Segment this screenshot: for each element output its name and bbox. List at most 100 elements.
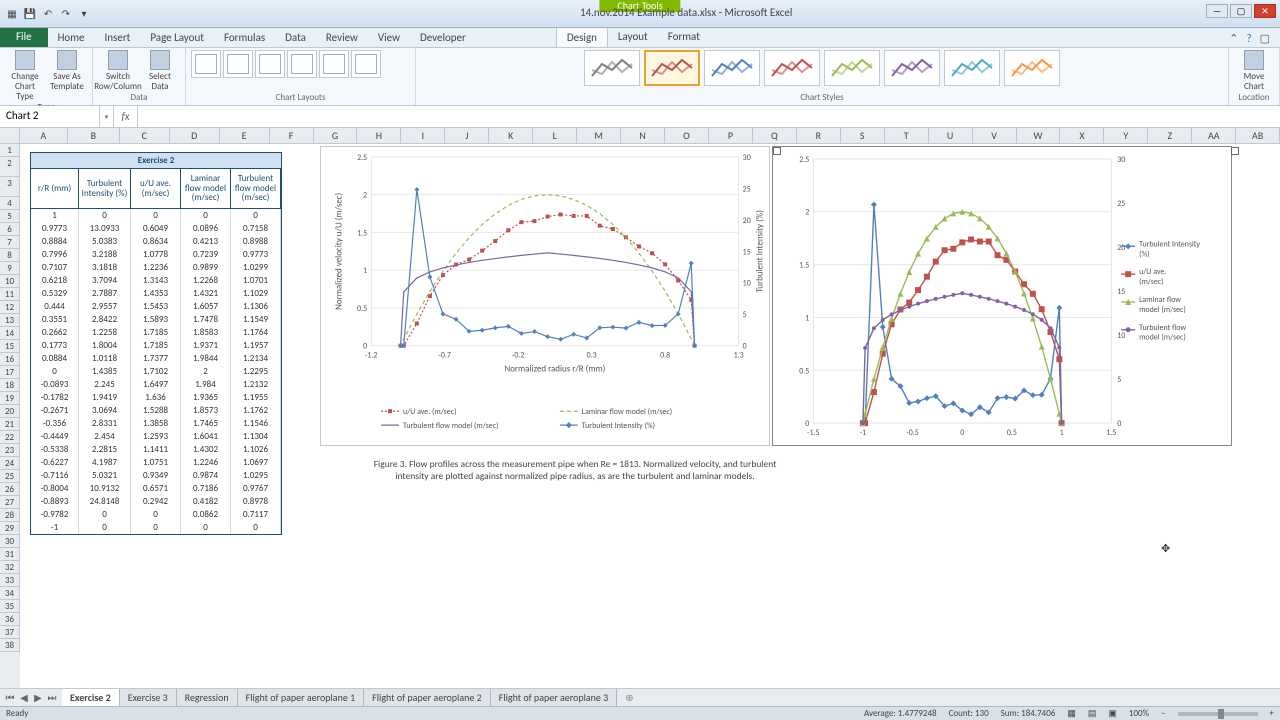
maximize-button[interactable]: ▢ [1230, 4, 1252, 18]
tab-review[interactable]: Review [316, 28, 368, 47]
type-btn-1[interactable]: Save AsTemplate [48, 50, 86, 102]
table-row: 10000 [31, 209, 281, 222]
svg-text:25: 25 [1117, 199, 1125, 209]
sheet-tab-1[interactable]: Exercise 3 [120, 689, 177, 706]
style-thumb-1[interactable] [644, 50, 700, 86]
table-row: -0.62274.19871.07511.22461.0697 [31, 456, 281, 469]
group-chart-layouts: Chart Layouts [186, 48, 416, 105]
style-thumb-2[interactable] [704, 50, 760, 86]
table-row: 0.977313.09330.60490.08960.7158 [31, 222, 281, 235]
sheet-nav-prev[interactable]: ◀ [18, 691, 30, 704]
type-btn-0[interactable]: ChangeChart Type [6, 50, 44, 102]
table-row: -0.71165.03210.93490.98741.0295 [31, 469, 281, 482]
layout-thumb-2[interactable] [255, 50, 285, 78]
data-btn-1[interactable]: SelectData [141, 50, 179, 92]
status-avg-l: Average: [864, 708, 896, 719]
style-thumb-0[interactable] [584, 50, 640, 86]
move-cursor-icon: ✥ [1161, 542, 1170, 555]
status-avg: 1.4779248 [898, 708, 937, 719]
tab-design[interactable]: Design [556, 27, 608, 47]
tab-formulas[interactable]: Formulas [214, 28, 275, 47]
data-btn-0[interactable]: SwitchRow/Column [99, 50, 137, 92]
sheet-tab-5[interactable]: Flight of paper aeroplane 3 [491, 689, 618, 706]
window-title: 14.nov.2014 Example data.xlsx - Microsof… [580, 6, 792, 19]
row-headers[interactable]: 1234567891011121314151617181920212223242… [0, 144, 20, 688]
tab-format[interactable]: Format [658, 27, 710, 47]
sheet-tab-0[interactable]: Exercise 2 [62, 689, 120, 706]
file-tab[interactable]: File [0, 27, 48, 47]
sheet-nav-last[interactable]: ⏭ [46, 691, 58, 704]
style-thumb-3[interactable] [764, 50, 820, 86]
chart-series[interactable]: -1.5-1-0.500.511.500.511.522.50510152025… [772, 146, 1232, 446]
tab-home[interactable]: Home [48, 28, 95, 47]
sheet-nav-first[interactable]: ⏮ [4, 691, 16, 704]
sheet-tab-2[interactable]: Regression [177, 689, 238, 706]
svg-text:Laminar flow: Laminar flow [1139, 295, 1181, 305]
svg-text:10: 10 [743, 279, 751, 289]
svg-text:10: 10 [1117, 331, 1125, 341]
status-sum-l: Sum: [1001, 708, 1019, 719]
window-options-icon[interactable]: ▢ [1260, 32, 1270, 45]
excel-icon[interactable]: ▦ [4, 6, 20, 22]
svg-text:20: 20 [743, 216, 751, 226]
status-sum: 184.7406 [1021, 708, 1055, 719]
minimize-button[interactable]: — [1206, 4, 1228, 18]
zoom-slider[interactable] [1178, 712, 1258, 716]
sheet-tab-4[interactable]: Flight of paper aeroplane 2 [364, 689, 491, 706]
chart-profiles[interactable]: -1.2-0.7-0.20.30.81.300.511.522.50510152… [320, 146, 770, 446]
sheet-nav-next[interactable]: ▶ [32, 691, 44, 704]
tab-insert[interactable]: Insert [95, 28, 141, 47]
view-layout-icon[interactable]: ▤ [1088, 708, 1097, 719]
qat-more-icon[interactable]: ▾ [76, 6, 92, 22]
svg-text:30: 30 [1117, 155, 1125, 165]
formula-input[interactable] [138, 106, 1280, 127]
minimize-ribbon-icon[interactable]: ⌃ [1229, 32, 1238, 45]
tab-layout[interactable]: Layout [608, 27, 658, 47]
tab-data[interactable]: Data [275, 28, 316, 47]
close-button[interactable]: ✕ [1254, 4, 1276, 18]
zoom-plus[interactable]: + [1270, 708, 1274, 719]
layout-thumb-3[interactable] [287, 50, 317, 78]
layout-thumb-0[interactable] [191, 50, 221, 78]
layout-thumb-5[interactable] [351, 50, 381, 78]
name-box[interactable]: Chart 2 [0, 106, 100, 127]
svg-text:1: 1 [805, 313, 809, 323]
move-chart-button[interactable]: Move Chart [1235, 50, 1273, 92]
style-thumb-4[interactable] [824, 50, 880, 86]
view-normal-icon[interactable]: ▦ [1067, 708, 1076, 719]
table-row: 0.35512.84221.58931.74781.1549 [31, 313, 281, 326]
tab-developer[interactable]: Developer [410, 28, 476, 47]
svg-text:0: 0 [1117, 419, 1121, 429]
svg-text:2.5: 2.5 [799, 155, 809, 165]
style-thumb-5[interactable] [884, 50, 940, 86]
view-break-icon[interactable]: ▣ [1108, 708, 1117, 719]
tab-page-layout[interactable]: Page Layout [140, 28, 214, 47]
table-row: -0.3562.83311.38581.74651.1546 [31, 417, 281, 430]
svg-text:0.3: 0.3 [587, 351, 597, 361]
zoom-minus[interactable]: − [1161, 708, 1165, 719]
name-box-dropdown[interactable]: ▾ [100, 106, 114, 127]
tab-view[interactable]: View [368, 28, 410, 47]
quick-access-toolbar: ▦ 💾 ↶ ↷ ▾ [0, 6, 96, 22]
table-row: -10000 [31, 521, 281, 534]
table-row: 0.4442.95571.54531.60571.1306 [31, 300, 281, 313]
col-header-0: r/R (mm) [31, 169, 79, 209]
style-thumb-6[interactable] [944, 50, 1000, 86]
svg-text:2: 2 [805, 208, 809, 218]
redo-icon[interactable]: ↷ [58, 6, 74, 22]
svg-text:15: 15 [1117, 287, 1125, 297]
new-sheet-icon[interactable]: ⊕ [617, 691, 641, 704]
fx-icon[interactable]: fx [114, 106, 138, 127]
cell-grid[interactable]: Exercise 2 r/R (mm)Turbulent Intensity (… [20, 144, 1280, 688]
status-cnt: 130 [975, 708, 989, 719]
svg-text:(m/sec): (m/sec) [1139, 277, 1163, 287]
undo-icon[interactable]: ↶ [40, 6, 56, 22]
layout-thumb-1[interactable] [223, 50, 253, 78]
sheet-tab-3[interactable]: Flight of paper aeroplane 1 [238, 689, 365, 706]
save-icon[interactable]: 💾 [22, 6, 38, 22]
help-icon[interactable]: ? [1246, 32, 1251, 45]
layout-thumb-4[interactable] [319, 50, 349, 78]
column-headers[interactable]: ABCDEFGHIJKLMNOPQRSTUVWXYZAAAB [0, 128, 1280, 144]
table-row: 0.17731.80041.71851.93711.1957 [31, 339, 281, 352]
style-thumb-7[interactable] [1004, 50, 1060, 86]
